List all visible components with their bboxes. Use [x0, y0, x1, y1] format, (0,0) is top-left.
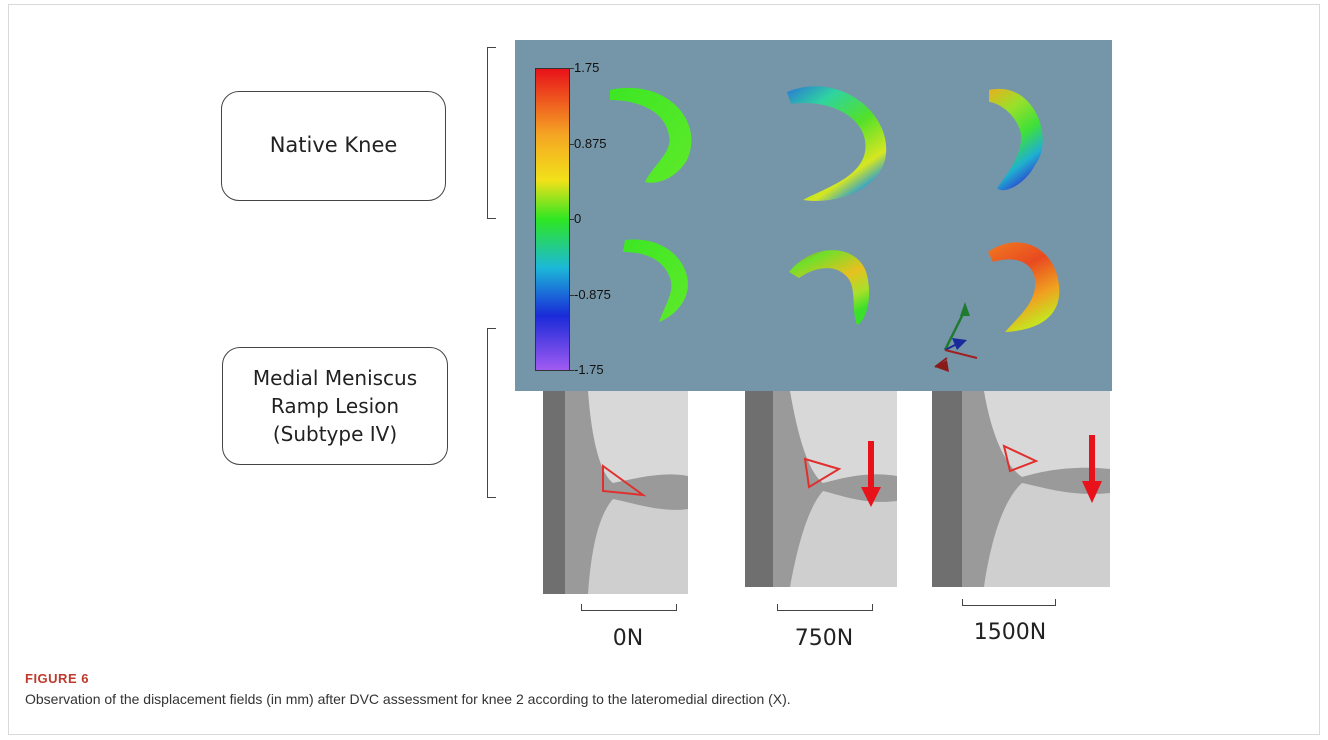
xray-image-1500n	[932, 391, 1110, 587]
native-knee-label: Native Knee	[221, 91, 446, 201]
scalebar-0n	[581, 604, 677, 611]
load-label-0n: 0N	[612, 626, 644, 651]
scalebar-1500n	[962, 599, 1056, 606]
meniscus-renderings	[610, 86, 1060, 372]
meniscus-native-0n	[610, 87, 692, 183]
native-knee-bracket	[487, 47, 496, 219]
meniscus-ramp-750n	[789, 250, 870, 325]
figure-caption: Observation of the displacement fields (…	[25, 691, 791, 707]
colorbar-tick-min: -1.75	[574, 362, 604, 377]
native-knee-text: Native Knee	[269, 133, 398, 158]
load-arrow-750n-head	[861, 487, 881, 507]
colorbar-tick-max: 1.75	[574, 60, 600, 75]
xray-image-0n	[543, 391, 688, 594]
ramp-lesion-line1: Medial Meniscus	[252, 366, 418, 390]
colorbar	[535, 68, 570, 371]
xray-image-750n	[745, 391, 897, 587]
meniscus-native-750n	[787, 86, 887, 201]
figure-label: FIGURE 6	[25, 671, 89, 686]
meniscus-ramp-1500n	[988, 242, 1060, 332]
colorbar-tick-lower: -0.875	[574, 287, 611, 302]
colorbar-tick-upper: 0.875	[574, 136, 607, 151]
meniscus-ramp-0n	[623, 239, 688, 322]
meniscus-native-1500n	[989, 88, 1043, 191]
load-label-1500n: 1500N	[973, 620, 1047, 645]
load-label-750n: 750N	[794, 626, 854, 651]
ramp-lesion-label: Medial Meniscus Ramp Lesion (Subtype IV)	[222, 347, 448, 465]
scalebar-750n	[777, 604, 873, 611]
displacement-field-panel: 1.75 0.875 0 -0.875 -1.75	[515, 40, 1112, 391]
ramp-lesion-line2: Ramp Lesion	[270, 394, 400, 418]
load-arrow-1500n-head	[1082, 481, 1102, 503]
axis-triad	[934, 302, 978, 372]
load-arrow-1500n-shaft	[1089, 435, 1095, 483]
load-arrow-750n-shaft	[868, 441, 874, 489]
ramp-lesion-bracket	[487, 328, 496, 498]
ramp-lesion-line3: (Subtype IV)	[272, 422, 398, 446]
colorbar-tick-zero: 0	[574, 211, 582, 226]
